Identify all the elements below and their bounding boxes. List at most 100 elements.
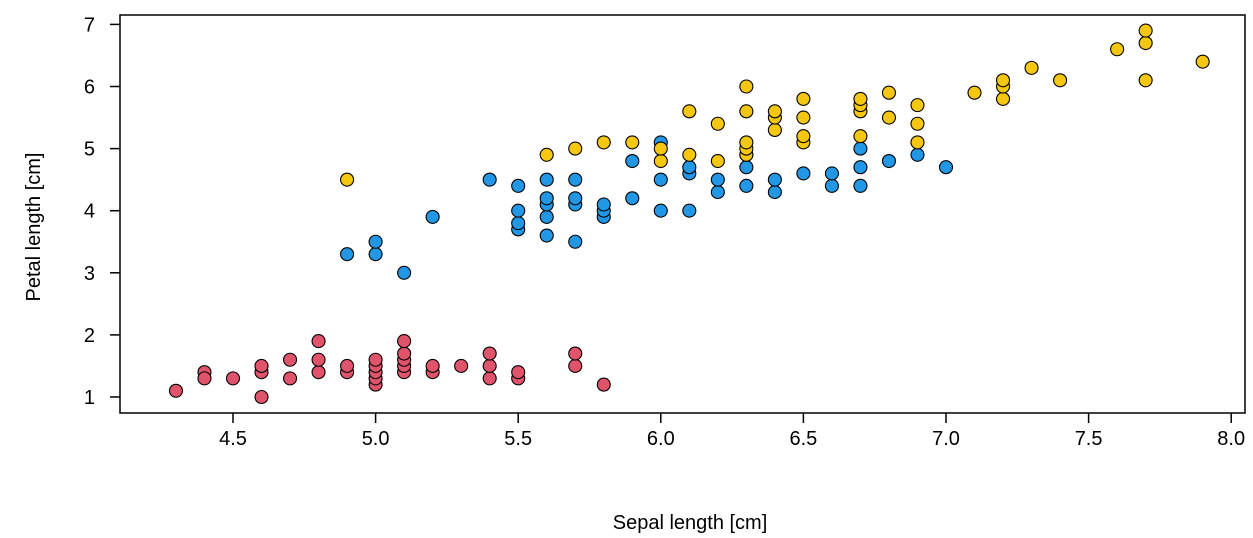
data-point — [539, 228, 554, 243]
data-point — [197, 371, 212, 386]
data-point — [910, 98, 925, 113]
data-point — [853, 129, 868, 144]
data-point — [511, 365, 526, 380]
data-point — [710, 116, 725, 131]
x-tick-label: 4.5 — [219, 428, 247, 450]
data-point — [1195, 54, 1210, 69]
data-point — [568, 234, 583, 249]
data-point — [340, 247, 355, 262]
data-point — [710, 185, 725, 200]
data-point — [539, 191, 554, 206]
data-point — [425, 209, 440, 224]
data-point — [767, 172, 782, 187]
data-point — [1138, 35, 1153, 51]
y-tick-label: 6 — [84, 77, 95, 99]
data-point — [368, 247, 383, 262]
x-tick-label: 5.0 — [362, 428, 390, 450]
data-point — [482, 172, 497, 187]
data-point — [995, 91, 1011, 106]
data-point — [796, 166, 811, 181]
data-point — [340, 358, 355, 374]
y-tick-label: 5 — [84, 139, 95, 161]
data-point — [796, 129, 811, 144]
data-point — [482, 346, 497, 361]
data-point — [311, 352, 326, 367]
data-point — [282, 352, 298, 367]
data-point — [853, 141, 868, 156]
data-point — [682, 203, 697, 218]
data-point — [511, 178, 526, 193]
series-1 — [340, 135, 954, 280]
data-point — [881, 85, 897, 100]
data-point — [796, 110, 811, 125]
data-point — [596, 197, 611, 212]
data-point — [168, 383, 184, 398]
data-point — [482, 371, 497, 386]
data-point — [910, 147, 925, 162]
data-point — [625, 153, 640, 169]
data-point — [1110, 42, 1125, 57]
data-point — [910, 116, 925, 131]
data-point — [682, 104, 697, 119]
data-point — [454, 358, 469, 374]
x-axis-title: Sepal length [cm] — [613, 512, 768, 534]
x-axis: 4.5 5.0 5.5 6.0 6.5 7.0 7.5 8.0 — [219, 413, 1245, 450]
data-point — [596, 377, 611, 392]
x-tick-label: 7.5 — [1075, 428, 1103, 450]
data-point — [340, 172, 355, 187]
series-0 — [168, 334, 611, 405]
data-point — [881, 110, 897, 125]
data-point — [539, 209, 554, 224]
data-point — [881, 153, 897, 169]
y-tick-label: 3 — [84, 263, 95, 285]
data-point — [824, 178, 839, 193]
data-point — [853, 178, 868, 193]
data-point — [254, 389, 269, 405]
data-point — [796, 91, 811, 106]
y-axis: 1 2 3 4 5 6 7 — [84, 14, 120, 409]
data-point — [425, 358, 440, 374]
data-point — [282, 371, 298, 386]
data-point — [368, 234, 383, 249]
data-point — [767, 104, 782, 119]
data-point — [397, 334, 412, 349]
data-point — [568, 172, 583, 187]
data-point — [767, 185, 782, 200]
data-point — [682, 147, 697, 162]
x-tick-label: 7.0 — [932, 428, 960, 450]
data-point — [767, 122, 782, 138]
data-point — [482, 358, 497, 374]
data-point — [568, 346, 583, 361]
data-point — [1024, 60, 1039, 75]
data-point — [1138, 23, 1153, 38]
x-tick-label: 8.0 — [1217, 428, 1245, 450]
data-point — [254, 358, 269, 374]
data-point — [739, 79, 754, 94]
data-point — [967, 85, 982, 100]
data-point — [1138, 73, 1153, 88]
data-point — [710, 172, 725, 187]
data-point — [853, 160, 868, 175]
data-point — [568, 191, 583, 206]
series-2 — [340, 23, 1210, 187]
data-point — [568, 141, 583, 156]
data-point — [225, 371, 241, 386]
data-point — [739, 104, 754, 119]
data-point — [853, 91, 868, 106]
data-point — [596, 135, 611, 150]
data-points — [168, 23, 1210, 405]
y-tick-label: 4 — [84, 201, 95, 223]
data-point — [311, 334, 326, 349]
y-tick-label: 2 — [84, 325, 95, 347]
data-point — [397, 346, 412, 361]
data-point — [539, 172, 554, 187]
data-point — [653, 141, 668, 156]
data-point — [682, 160, 697, 175]
data-point — [397, 265, 412, 280]
data-point — [824, 166, 839, 181]
data-point — [653, 153, 668, 169]
x-tick-label: 5.5 — [504, 428, 532, 450]
data-point — [653, 203, 668, 218]
